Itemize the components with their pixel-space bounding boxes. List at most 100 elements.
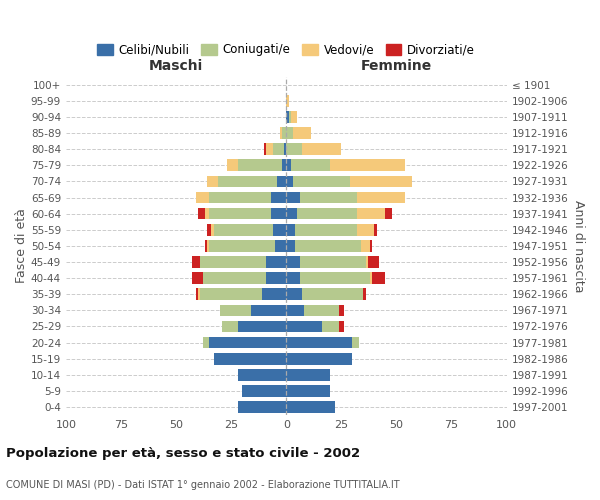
Bar <box>209 192 271 203</box>
Bar <box>286 337 352 348</box>
Bar <box>286 369 331 380</box>
Bar <box>286 95 289 106</box>
Bar <box>271 192 286 203</box>
Bar <box>280 128 282 139</box>
Bar <box>286 288 302 300</box>
Bar <box>289 111 291 122</box>
Text: Femmine: Femmine <box>361 60 432 74</box>
Bar <box>282 160 286 171</box>
Bar <box>262 288 286 300</box>
Bar <box>339 304 344 316</box>
Bar <box>286 256 299 268</box>
Bar <box>374 224 377 235</box>
Bar <box>295 240 361 252</box>
Text: COMUNE DI MASI (PD) - Dati ISTAT 1° gennaio 2002 - Elaborazione TUTTITALIA.IT: COMUNE DI MASI (PD) - Dati ISTAT 1° genn… <box>6 480 400 490</box>
Bar <box>251 304 286 316</box>
Bar <box>196 288 198 300</box>
Bar <box>286 176 293 187</box>
Bar <box>357 224 374 235</box>
Y-axis label: Fasce di età: Fasce di età <box>15 208 28 284</box>
Bar <box>302 288 364 300</box>
Bar <box>266 256 286 268</box>
Bar <box>220 304 251 316</box>
Bar <box>286 240 295 252</box>
Bar <box>286 128 293 139</box>
Bar <box>286 111 289 122</box>
Text: Popolazione per età, sesso e stato civile - 2002: Popolazione per età, sesso e stato civil… <box>6 448 360 460</box>
Bar <box>361 240 370 252</box>
Bar <box>198 208 205 220</box>
Bar <box>207 240 209 252</box>
Bar <box>302 144 341 155</box>
Bar <box>293 128 311 139</box>
Bar <box>291 160 331 171</box>
Bar <box>357 208 385 220</box>
Bar <box>293 176 350 187</box>
Bar <box>385 208 392 220</box>
Bar <box>286 272 299 284</box>
Bar <box>331 160 406 171</box>
Bar <box>242 385 286 397</box>
Bar <box>238 160 282 171</box>
Bar <box>299 192 357 203</box>
Bar <box>286 160 291 171</box>
Bar <box>364 288 365 300</box>
Bar <box>286 224 295 235</box>
Bar <box>286 385 331 397</box>
Bar <box>238 369 286 380</box>
Bar <box>200 288 262 300</box>
Bar <box>352 337 359 348</box>
Bar <box>238 320 286 332</box>
Bar <box>286 208 298 220</box>
Bar <box>223 320 238 332</box>
Bar <box>286 320 322 332</box>
Bar <box>207 224 211 235</box>
Bar <box>207 176 218 187</box>
Bar <box>227 160 238 171</box>
Bar <box>238 402 286 413</box>
Bar <box>273 224 286 235</box>
Bar <box>291 111 298 122</box>
Bar <box>286 144 302 155</box>
Bar <box>357 192 406 203</box>
Bar <box>368 256 379 268</box>
Bar <box>286 304 304 316</box>
Bar <box>203 272 266 284</box>
Bar <box>209 208 271 220</box>
Bar <box>299 256 365 268</box>
Legend: Celibi/Nubili, Coniugati/e, Vedovi/e, Divorziati/e: Celibi/Nubili, Coniugati/e, Vedovi/e, Di… <box>92 38 480 61</box>
Bar <box>370 240 372 252</box>
Text: Maschi: Maschi <box>149 60 203 74</box>
Bar <box>209 337 286 348</box>
Bar <box>284 144 286 155</box>
Bar <box>304 304 339 316</box>
Bar <box>298 208 357 220</box>
Bar <box>214 224 273 235</box>
Bar <box>266 272 286 284</box>
Bar <box>286 402 335 413</box>
Bar <box>370 272 372 284</box>
Y-axis label: Anni di nascita: Anni di nascita <box>572 200 585 292</box>
Bar <box>214 353 286 364</box>
Bar <box>196 192 209 203</box>
Bar <box>191 272 203 284</box>
Bar <box>203 337 209 348</box>
Bar <box>218 176 277 187</box>
Bar <box>264 144 266 155</box>
Bar <box>191 256 200 268</box>
Bar <box>211 224 214 235</box>
Bar <box>205 240 207 252</box>
Bar <box>209 240 275 252</box>
Bar <box>299 272 370 284</box>
Bar <box>198 288 200 300</box>
Bar <box>372 272 385 284</box>
Bar <box>200 256 266 268</box>
Bar <box>295 224 357 235</box>
Bar <box>277 176 286 187</box>
Bar <box>273 144 284 155</box>
Bar <box>282 128 286 139</box>
Bar <box>205 208 209 220</box>
Bar <box>271 208 286 220</box>
Bar <box>286 192 299 203</box>
Bar <box>266 144 273 155</box>
